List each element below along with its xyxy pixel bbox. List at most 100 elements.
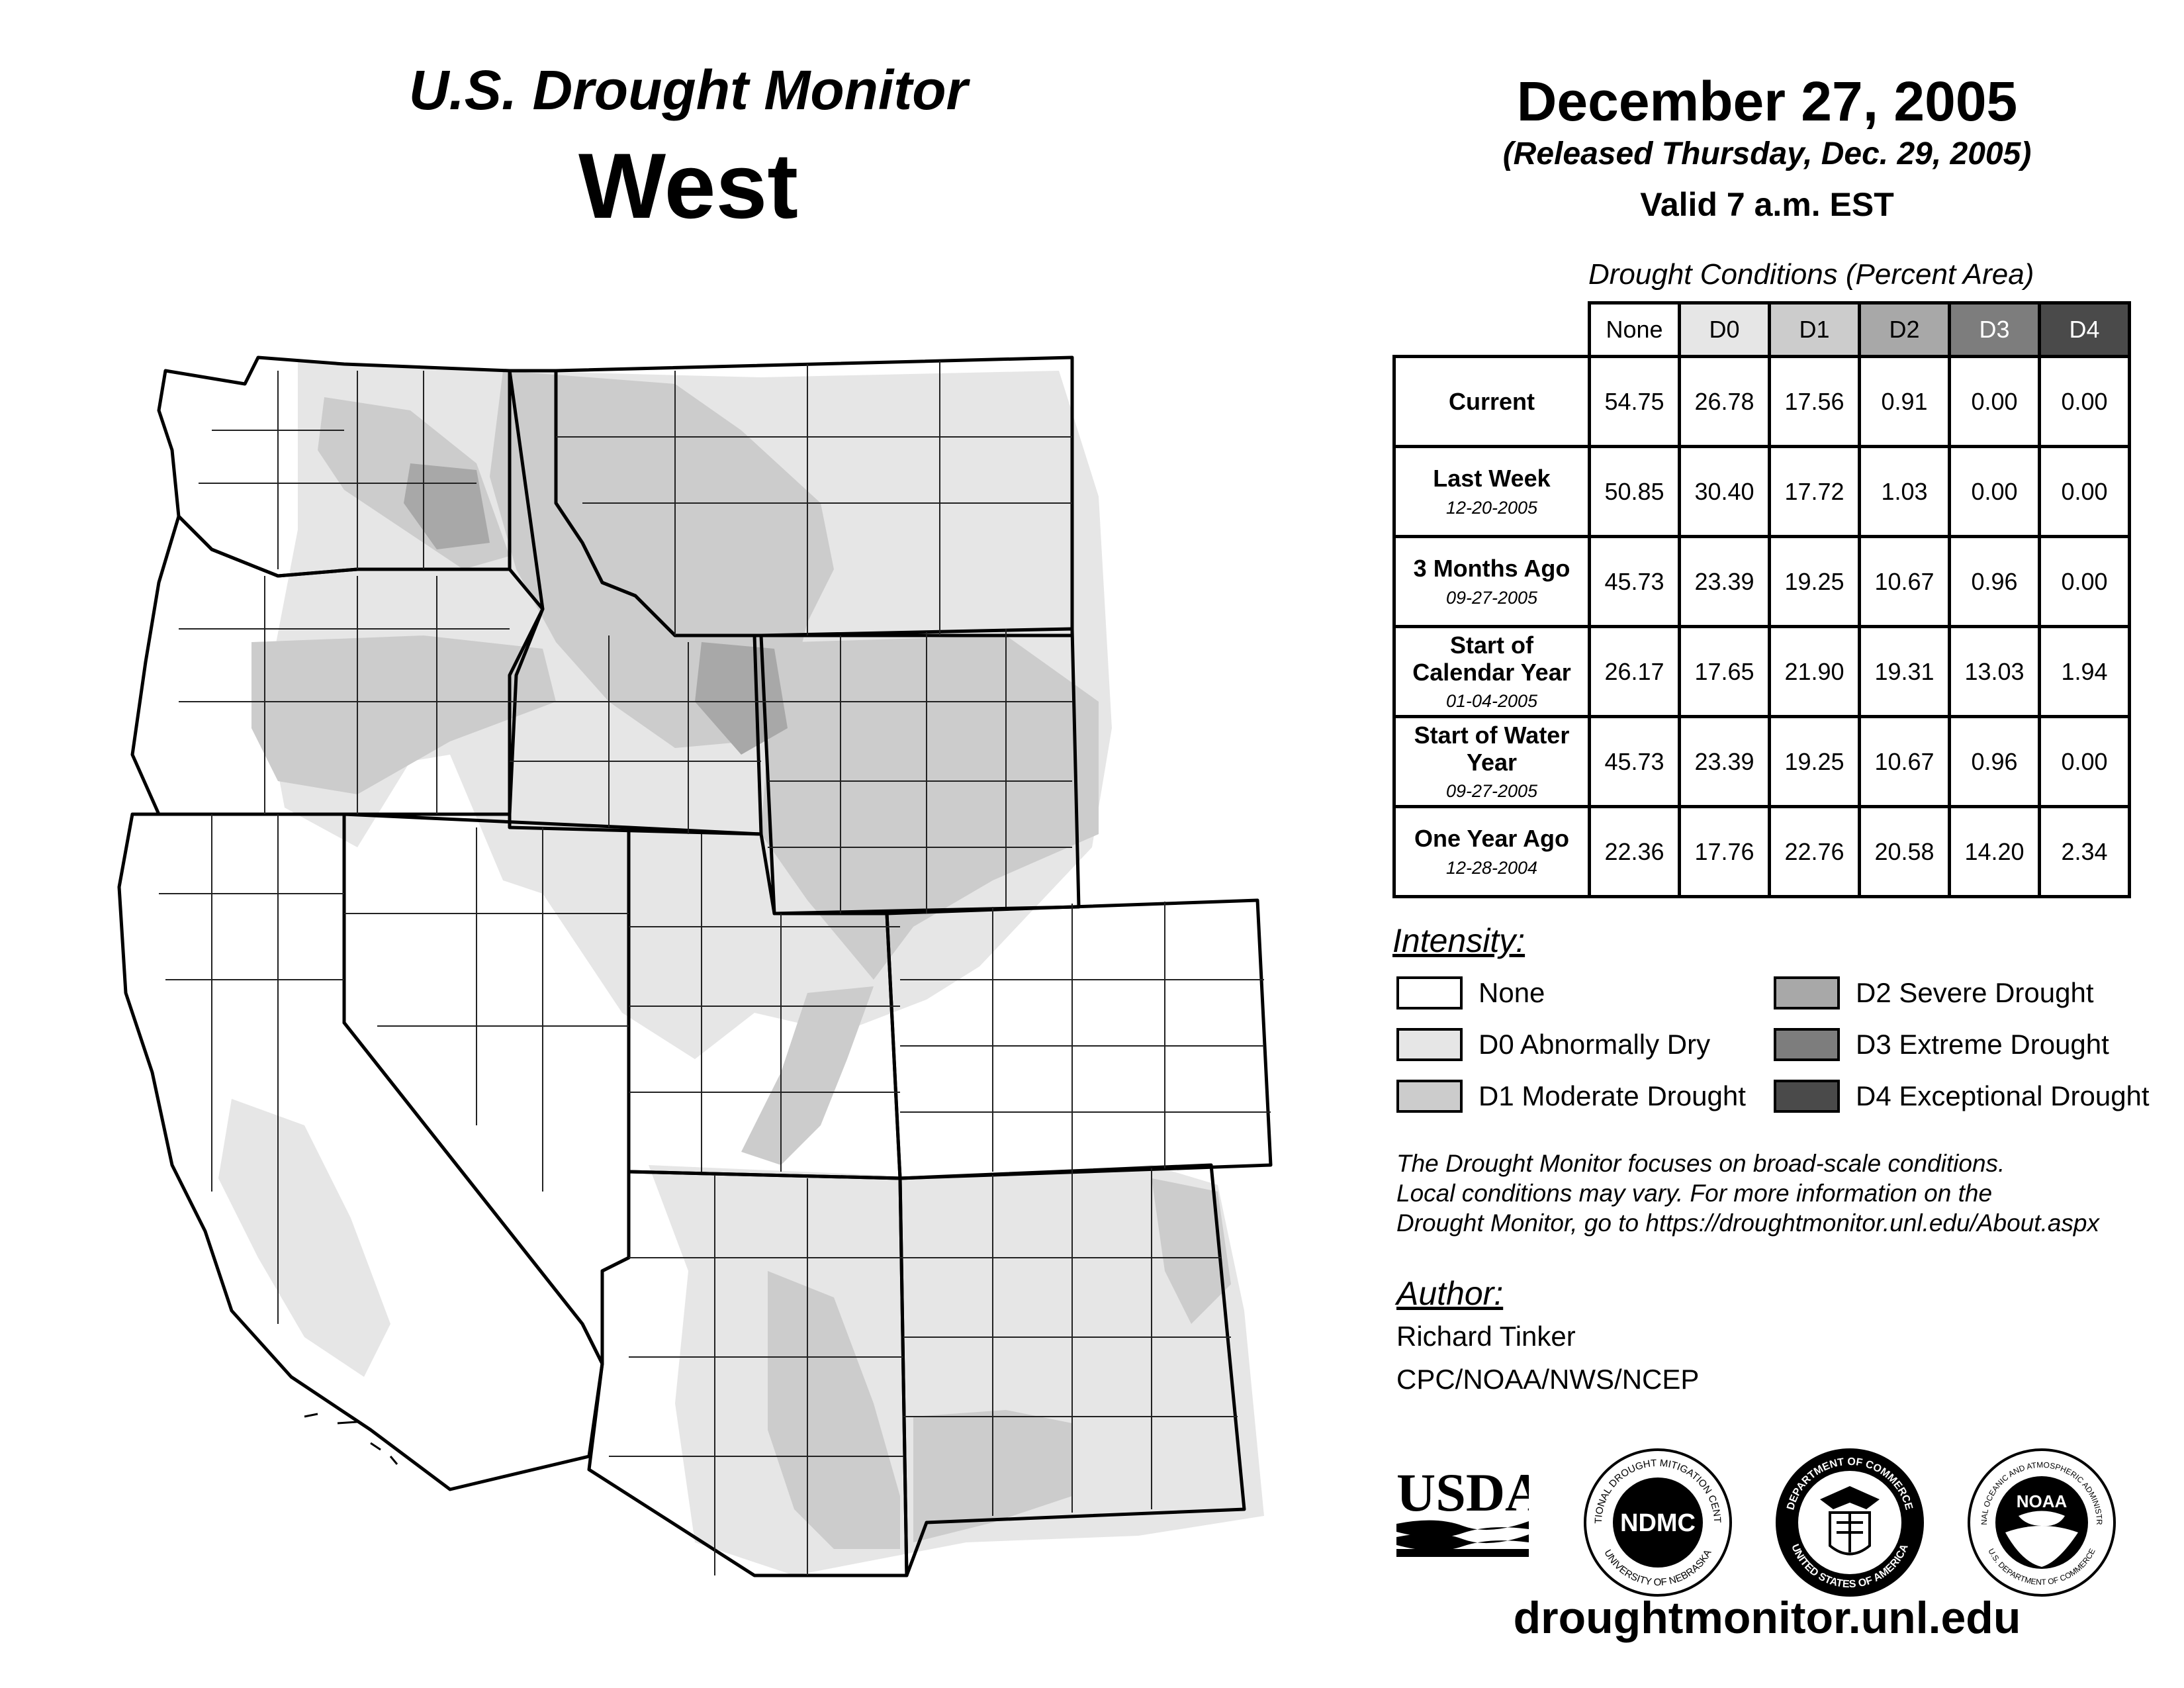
channel-islands	[304, 1413, 398, 1465]
legend-swatch	[1774, 976, 1840, 1009]
table-row: 3 Months Ago 09-27-2005 45.73 23.39 19.25…	[1392, 535, 2131, 628]
map-title: U.S. Drought Monitor	[408, 59, 968, 121]
legend-item-d4: D4 Exceptional Drought	[1774, 1080, 2150, 1113]
table-cell: 54.75	[1588, 355, 1681, 448]
table-cell: 0.00	[2038, 535, 2131, 628]
table-caption: Drought Conditions (Percent Area)	[1588, 258, 2034, 291]
table-cell: 0.96	[1948, 715, 2041, 808]
column-header-d0: D0	[1678, 301, 1771, 358]
column-header-none: None	[1588, 301, 1681, 358]
table-cell: 23.39	[1678, 715, 1771, 808]
d1-area-wyoming	[761, 635, 1099, 980]
legend-label: D4 Exceptional Drought	[1856, 1080, 2150, 1111]
author-name: Richard Tinker	[1396, 1321, 1576, 1352]
table-cell: 0.00	[2038, 445, 2131, 538]
table-cell: 45.73	[1588, 715, 1681, 808]
table-cell: 2.34	[2038, 805, 2131, 898]
table-cell: 19.31	[1858, 625, 1951, 718]
table-cell: 10.67	[1858, 535, 1951, 628]
table-cell: 17.56	[1768, 355, 1861, 448]
table-cell: 23.39	[1678, 535, 1771, 628]
disclaimer-note: The Drought Monitor focuses on broad-sca…	[1396, 1149, 2177, 1238]
table-cell: 1.94	[2038, 625, 2131, 718]
note-line: Local conditions may vary. For more info…	[1396, 1180, 1993, 1207]
legend-item-d3: D3 Extreme Drought	[1774, 1028, 2109, 1061]
column-header-d3: D3	[1948, 301, 2041, 358]
table-cell: 22.76	[1768, 805, 1861, 898]
table-cell: 13.03	[1948, 625, 2041, 718]
ndmc-logo-text: NDMC	[1620, 1509, 1696, 1537]
table-row: Start of Calendar Year 01-04-2005 26.17 1…	[1392, 625, 2131, 718]
table-cell: 1.03	[1858, 445, 1951, 538]
legend-item-d1: D1 Moderate Drought	[1396, 1080, 1746, 1113]
legend-swatch	[1774, 1028, 1840, 1061]
d1-area-arizona	[768, 1271, 900, 1549]
note-line: Drought Monitor, go to https://droughtmo…	[1396, 1209, 2099, 1237]
state-new-mexico	[898, 1163, 1246, 1577]
table-cell: 21.90	[1768, 625, 1861, 718]
legend-item-none: None	[1396, 976, 1545, 1009]
legend-swatch	[1396, 976, 1463, 1009]
column-header-d1: D1	[1768, 301, 1861, 358]
table-cell: 14.20	[1948, 805, 2041, 898]
department-of-commerce-seal: DEPARTMENT OF COMMERCE UNITED STATES OF …	[1776, 1448, 1924, 1597]
table-cell: 22.36	[1588, 805, 1681, 898]
note-line: The Drought Monitor focuses on broad-sca…	[1396, 1150, 2005, 1177]
column-header-d4: D4	[2038, 301, 2131, 358]
row-label-one-year-ago: One Year Ago 12-28-2004	[1392, 805, 1591, 898]
table-row: One Year Ago 12-28-2004 22.36 17.76 22.76…	[1392, 805, 2131, 898]
table-cell: 26.78	[1678, 355, 1771, 448]
legend-swatch	[1396, 1028, 1463, 1061]
noaa-logo-text: NOAA	[2017, 1491, 2068, 1511]
table-row: Current 54.75 26.78 17.56 0.91 0.00 0.00	[1392, 355, 2131, 448]
table-cell: 0.91	[1858, 355, 1951, 448]
legend-item-d2: D2 Severe Drought	[1774, 976, 2094, 1009]
table-cell: 10.67	[1858, 715, 1951, 808]
valid-time: Valid 7 a.m. EST	[1640, 186, 1894, 223]
table-corner	[1394, 303, 1591, 358]
table-cell: 19.25	[1768, 715, 1861, 808]
drought-shading	[218, 361, 1264, 1575]
row-label-3-months-ago: 3 Months Ago 09-27-2005	[1392, 535, 1591, 628]
table-cell: 45.73	[1588, 535, 1681, 628]
table-cell: 17.72	[1768, 445, 1861, 538]
ndmc-logo: NATIONAL DROUGHT MITIGATION CENTER UNIVE…	[1582, 1446, 1732, 1597]
legend-label: D2 Severe Drought	[1856, 977, 2094, 1008]
legend-label: D3 Extreme Drought	[1856, 1029, 2109, 1060]
website-link[interactable]: droughtmonitor.unl.edu	[1513, 1593, 2021, 1643]
row-label-start-of-calendar-year: Start of Calendar Year 01-04-2005	[1392, 625, 1591, 718]
table-cell: 0.96	[1948, 535, 2041, 628]
release-date: (Released Thursday, Dec. 29, 2005)	[1502, 136, 2032, 171]
region-title: West	[578, 134, 798, 238]
table-cell: 0.00	[1948, 355, 2041, 448]
legend-title: Intensity:	[1392, 922, 1525, 959]
legend-label: None	[1479, 977, 1545, 1008]
d2-area-idaho	[404, 463, 490, 549]
state-oregon	[130, 514, 545, 816]
legend-label: D1 Moderate Drought	[1479, 1080, 1746, 1111]
table-cell: 20.58	[1858, 805, 1951, 898]
noaa-logo: NATIONAL OCEANIC AND ATMOSPHERIC ADMINIS…	[1966, 1446, 2116, 1597]
drought-conditions-table: None D0 D1 D2 D3 D4 Current 54.75 26.78 …	[1392, 301, 2131, 898]
map-date: December 27, 2005	[1516, 70, 2018, 132]
column-header-d2: D2	[1858, 301, 1951, 358]
author-title: Author:	[1396, 1275, 1504, 1312]
d1-area-oregon	[251, 635, 556, 794]
d1-area-nm-east	[1152, 1178, 1231, 1324]
legend-swatch	[1396, 1080, 1463, 1113]
row-label-start-of-water-year: Start of Water Year 09-27-2005	[1392, 715, 1591, 808]
table-cell: 0.00	[2038, 715, 2131, 808]
legend-swatch	[1774, 1080, 1840, 1113]
legend-label: D0 Abnormally Dry	[1479, 1029, 1711, 1060]
row-label-last-week: Last Week 12-20-2005	[1392, 445, 1591, 538]
usda-logo-text: USDA	[1396, 1463, 1529, 1523]
author-organization: CPC/NOAA/NWS/NCEP	[1396, 1364, 1700, 1395]
table-cell: 50.85	[1588, 445, 1681, 538]
table-cell: 19.25	[1768, 535, 1861, 628]
usda-logo: USDA	[1396, 1463, 1529, 1557]
table-cell: 17.65	[1678, 625, 1771, 718]
table-header-row: None D0 D1 D2 D3 D4	[1394, 301, 2131, 358]
county-lines	[159, 361, 1271, 1575]
d0-area-california	[218, 1099, 390, 1377]
state-california	[117, 812, 604, 1491]
